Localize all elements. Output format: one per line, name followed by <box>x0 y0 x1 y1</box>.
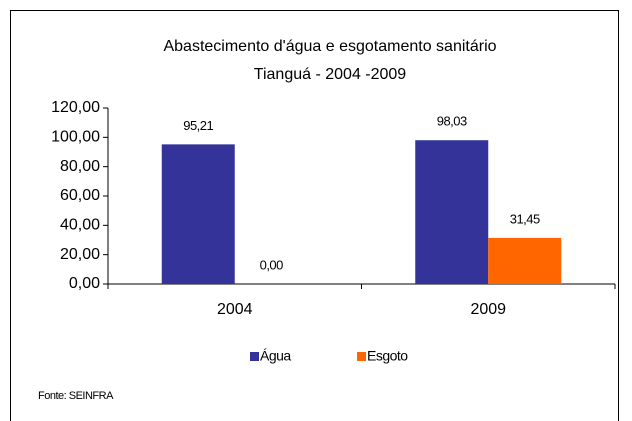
legend-swatch <box>250 352 259 361</box>
legend-label: Água <box>260 348 291 364</box>
legend-swatch <box>357 352 366 361</box>
x-tick-label: 2009 <box>470 301 506 318</box>
chart-border <box>10 10 619 421</box>
y-tick-label: 0,00 <box>69 275 100 292</box>
value-label: 0,00 <box>260 257 284 272</box>
legend-label: Esgoto <box>367 348 408 364</box>
value-label: 98,03 <box>437 114 467 129</box>
y-tick-label: 40,00 <box>60 217 100 234</box>
y-tick-label: 80,00 <box>60 158 100 175</box>
bar <box>415 140 489 284</box>
y-tick-label: 20,00 <box>60 246 100 263</box>
value-label: 31,45 <box>510 211 540 226</box>
y-tick-label: 120,00 <box>51 99 100 116</box>
x-tick-label: 2004 <box>217 301 253 318</box>
bar <box>161 144 235 284</box>
source-note: Fonte: SEINFRA <box>38 390 114 402</box>
value-label: 95,21 <box>183 118 213 133</box>
y-tick-label: 60,00 <box>60 187 100 204</box>
bar <box>488 237 562 284</box>
y-tick-label: 100,00 <box>51 129 100 146</box>
chart-subtitle: Tianguá - 2004 -2009 <box>254 66 407 83</box>
chart-title: Abastecimento d'água e esgotamento sanit… <box>163 38 496 55</box>
